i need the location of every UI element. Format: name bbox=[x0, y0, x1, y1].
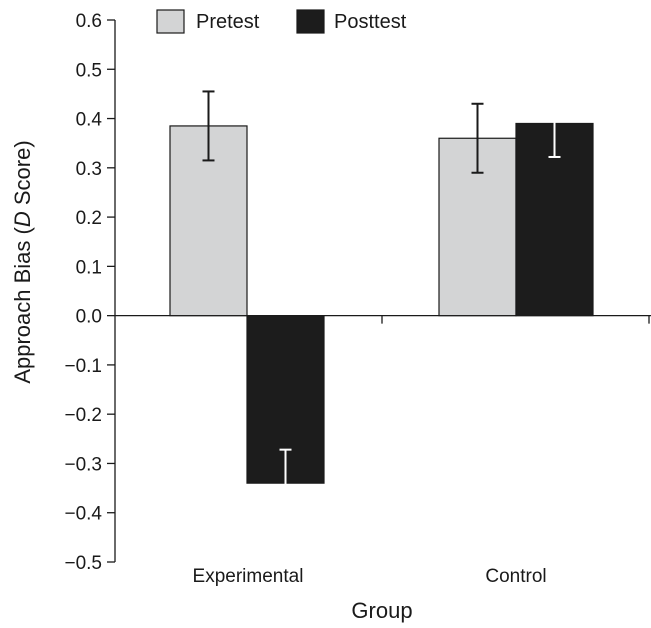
y-axis-title-suffix: Score) bbox=[10, 140, 35, 211]
bars bbox=[169, 122, 594, 484]
y-tick-label: 0.1 bbox=[76, 257, 102, 278]
legend: Pretest Posttest bbox=[156, 9, 407, 34]
y-tick-label: 0.6 bbox=[76, 11, 102, 32]
x-axis-title: Group bbox=[351, 598, 412, 623]
legend-label: Posttest bbox=[334, 11, 407, 33]
y-tick-label: −0.1 bbox=[64, 356, 102, 377]
x-category-label: Control bbox=[485, 566, 546, 587]
legend-label: Pretest bbox=[196, 11, 260, 33]
legend-swatch-posttest bbox=[296, 9, 325, 34]
y-axis-title-italic: D bbox=[10, 211, 35, 227]
error-bars bbox=[202, 88, 561, 518]
y-axis-title-prefix: Approach Bias ( bbox=[10, 226, 35, 383]
y-tick-label: −0.2 bbox=[64, 405, 102, 426]
x-categories: Experimental Control bbox=[193, 566, 547, 587]
y-axis-title: Approach Bias (D Score) bbox=[10, 140, 35, 383]
legend-swatch-pretest bbox=[156, 9, 185, 34]
y-ticks: 0.6 0.5 0.4 0.3 0.2 0.1 0.0 −0.1 −0.2 −0.3 −0.4 −0.… bbox=[64, 11, 115, 574]
y-tick-label: 0.0 bbox=[76, 307, 102, 328]
y-tick-label: 0.4 bbox=[76, 110, 103, 131]
x-category-label: Experimental bbox=[193, 566, 304, 587]
y-tick-label: −0.3 bbox=[64, 454, 102, 475]
y-tick-label: 0.2 bbox=[76, 208, 102, 229]
y-tick-label: 0.5 bbox=[76, 60, 102, 81]
y-tick-label: −0.4 bbox=[64, 504, 102, 525]
y-tick-label: 0.3 bbox=[76, 159, 102, 180]
y-tick-label: −0.5 bbox=[64, 553, 102, 574]
